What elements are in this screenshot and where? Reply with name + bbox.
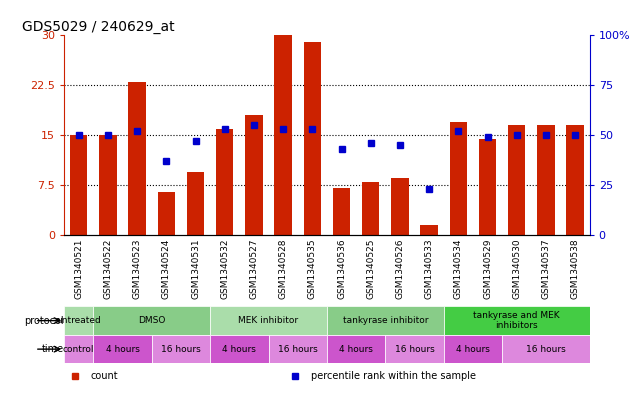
Bar xyxy=(210,307,327,335)
Bar xyxy=(537,125,554,235)
Bar xyxy=(245,115,263,235)
Text: GSM1340529: GSM1340529 xyxy=(483,239,492,299)
Bar xyxy=(128,82,146,235)
Text: GSM1340521: GSM1340521 xyxy=(74,239,83,299)
Bar xyxy=(444,307,590,335)
Text: 4 hours: 4 hours xyxy=(222,345,256,354)
Text: 16 hours: 16 hours xyxy=(278,345,317,354)
Bar xyxy=(362,182,379,235)
Text: GSM1340531: GSM1340531 xyxy=(191,239,200,299)
Text: GSM1340537: GSM1340537 xyxy=(542,239,551,299)
Text: 4 hours: 4 hours xyxy=(106,345,140,354)
Bar xyxy=(274,35,292,235)
Text: GSM1340538: GSM1340538 xyxy=(570,239,579,299)
Text: time: time xyxy=(42,344,64,354)
Bar xyxy=(210,335,269,364)
Bar xyxy=(187,172,204,235)
Bar xyxy=(64,335,94,364)
Text: MEK inhibitor: MEK inhibitor xyxy=(238,316,299,325)
Bar xyxy=(479,138,496,235)
Bar xyxy=(449,122,467,235)
Text: 4 hours: 4 hours xyxy=(339,345,373,354)
Text: untreated: untreated xyxy=(56,316,101,325)
Text: protocol: protocol xyxy=(24,316,64,326)
Text: percentile rank within the sample: percentile rank within the sample xyxy=(311,371,476,381)
Text: GSM1340526: GSM1340526 xyxy=(395,239,404,299)
Bar xyxy=(385,335,444,364)
Bar xyxy=(99,135,117,235)
Bar xyxy=(508,125,526,235)
Text: GSM1340535: GSM1340535 xyxy=(308,239,317,299)
Text: GDS5029 / 240629_at: GDS5029 / 240629_at xyxy=(22,20,175,34)
Text: GSM1340525: GSM1340525 xyxy=(366,239,375,299)
Bar xyxy=(333,189,350,235)
Text: control: control xyxy=(63,345,94,354)
Text: tankyrase inhibitor: tankyrase inhibitor xyxy=(342,316,428,325)
Text: 4 hours: 4 hours xyxy=(456,345,490,354)
Text: count: count xyxy=(90,371,118,381)
Text: GSM1340524: GSM1340524 xyxy=(162,239,171,299)
Text: DMSO: DMSO xyxy=(138,316,165,325)
Text: GSM1340522: GSM1340522 xyxy=(103,239,112,299)
Bar xyxy=(502,335,590,364)
Bar xyxy=(158,192,175,235)
Text: GSM1340533: GSM1340533 xyxy=(424,239,433,299)
Bar xyxy=(269,335,327,364)
Text: tankyrase and MEK
inhibitors: tankyrase and MEK inhibitors xyxy=(474,311,560,330)
Bar xyxy=(216,129,233,235)
Text: GSM1340536: GSM1340536 xyxy=(337,239,346,299)
Text: GSM1340532: GSM1340532 xyxy=(221,239,229,299)
Text: 16 hours: 16 hours xyxy=(526,345,566,354)
Bar xyxy=(152,335,210,364)
Bar xyxy=(327,307,444,335)
Bar xyxy=(391,178,409,235)
Text: GSM1340528: GSM1340528 xyxy=(279,239,288,299)
Bar xyxy=(94,307,210,335)
Bar xyxy=(304,42,321,235)
Text: 16 hours: 16 hours xyxy=(395,345,435,354)
Bar xyxy=(327,335,385,364)
Bar xyxy=(70,135,87,235)
Text: GSM1340534: GSM1340534 xyxy=(454,239,463,299)
Text: GSM1340523: GSM1340523 xyxy=(133,239,142,299)
Text: GSM1340530: GSM1340530 xyxy=(512,239,521,299)
Bar xyxy=(567,125,584,235)
Text: 16 hours: 16 hours xyxy=(161,345,201,354)
Bar xyxy=(420,225,438,235)
Text: GSM1340527: GSM1340527 xyxy=(249,239,258,299)
Bar xyxy=(64,307,94,335)
Bar xyxy=(94,335,152,364)
Bar xyxy=(444,335,502,364)
